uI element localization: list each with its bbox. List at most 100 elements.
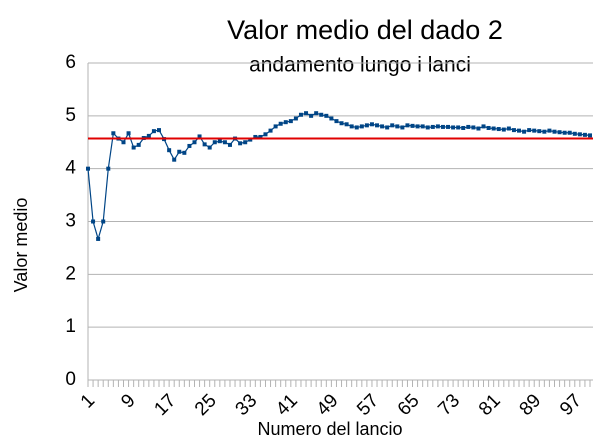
data-point <box>217 139 222 144</box>
data-point <box>435 124 440 129</box>
data-point <box>177 149 182 154</box>
data-point <box>496 127 501 132</box>
data-point <box>151 129 156 134</box>
x-axis-label: Numero del lancio <box>257 419 402 439</box>
data-point <box>476 126 481 131</box>
data-point <box>273 124 278 129</box>
data-point <box>511 128 516 133</box>
data-point <box>562 130 567 135</box>
data-point <box>369 122 374 127</box>
data-point <box>486 125 491 130</box>
x-tick-label: 17 <box>150 390 180 420</box>
data-point <box>405 123 410 128</box>
y-tick-label: 0 <box>65 369 76 390</box>
data-point <box>329 116 334 121</box>
data-point <box>339 121 344 126</box>
data-point <box>126 131 131 136</box>
data-point <box>567 130 572 135</box>
data-point <box>466 124 471 129</box>
data-point <box>202 142 207 147</box>
data-point <box>522 129 527 134</box>
data-point <box>542 129 547 134</box>
data-point <box>517 128 522 133</box>
data-point <box>572 131 577 136</box>
data-point <box>547 128 552 133</box>
x-tick-label: 33 <box>232 390 262 420</box>
data-point <box>319 112 324 117</box>
data-point <box>86 166 90 171</box>
data-point <box>354 125 359 130</box>
data-point <box>91 219 96 224</box>
data-point <box>278 121 283 126</box>
data-point <box>293 116 298 121</box>
data-point <box>532 128 537 133</box>
data-point <box>364 123 369 128</box>
data-point <box>212 140 217 145</box>
data-point <box>324 113 329 118</box>
data-point <box>253 134 258 139</box>
data-point <box>172 157 177 162</box>
data-point <box>588 133 592 138</box>
data-point <box>111 131 116 136</box>
x-tick-label: 97 <box>556 390 586 420</box>
data-point <box>400 125 405 130</box>
data-point <box>375 123 380 128</box>
data-point <box>156 128 161 133</box>
data-line <box>87 112 591 242</box>
data-point <box>425 125 430 130</box>
data-point <box>314 111 319 116</box>
data-point <box>471 125 476 130</box>
x-tick-label: 49 <box>313 390 343 420</box>
data-point <box>334 119 339 124</box>
data-point <box>222 140 227 145</box>
y-axis-label: Valor medio <box>11 198 31 293</box>
y-tick-label: 2 <box>65 263 76 284</box>
data-point <box>410 123 415 128</box>
data-point <box>537 129 542 134</box>
data-point <box>167 148 172 153</box>
data-point <box>359 124 364 129</box>
y-tick-label: 4 <box>65 158 76 179</box>
data-point <box>131 145 136 150</box>
data-point <box>106 166 111 171</box>
data-point <box>420 124 425 129</box>
data-point <box>577 132 582 137</box>
data-point <box>349 124 354 129</box>
data-point <box>582 132 587 137</box>
data-point <box>187 143 192 148</box>
data-point <box>395 124 400 129</box>
data-point <box>501 127 506 132</box>
data-point <box>451 125 456 130</box>
data-point <box>298 112 303 117</box>
data-point <box>304 111 309 116</box>
x-tick-label: 9 <box>117 390 139 412</box>
data-point <box>207 145 212 150</box>
data-point <box>481 124 486 129</box>
chart-subtitle: andamento lungo i lanci <box>249 54 471 77</box>
x-tick-label: 57 <box>353 390 383 420</box>
data-point <box>446 124 451 129</box>
data-point <box>227 142 232 147</box>
y-tick-label: 5 <box>65 105 76 126</box>
data-point <box>557 130 562 135</box>
data-point <box>456 125 461 130</box>
data-point <box>288 119 293 124</box>
data-point <box>197 134 202 139</box>
data-point <box>258 134 263 139</box>
data-point <box>182 150 187 155</box>
data-point <box>238 141 243 146</box>
x-tick-label: 65 <box>394 390 424 420</box>
y-tick-label: 6 <box>65 52 76 73</box>
x-tick-label: 25 <box>191 390 221 420</box>
data-point <box>309 113 314 118</box>
data-point <box>101 219 106 224</box>
data-point <box>344 122 349 127</box>
y-tick-label: 3 <box>65 211 76 232</box>
data-point <box>385 125 390 130</box>
data-point <box>192 140 197 145</box>
x-tick-label: 81 <box>475 390 505 420</box>
data-point <box>506 126 511 131</box>
y-tick-label: 1 <box>65 316 76 337</box>
x-tick-label: 41 <box>272 390 302 420</box>
